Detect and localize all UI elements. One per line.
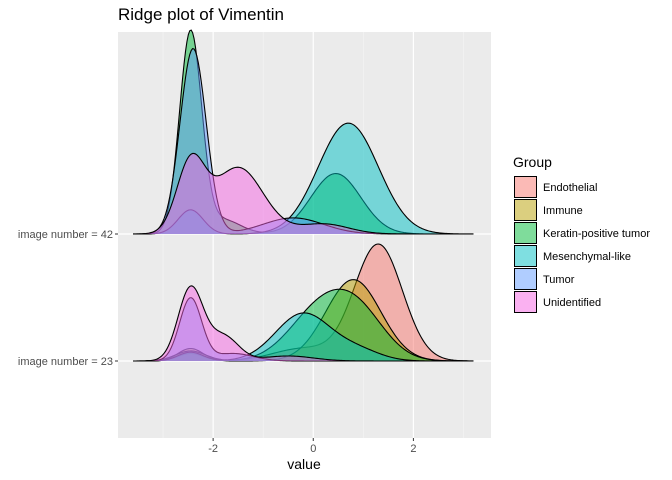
axes-layer: -2 0 2 image number = 23 image number = 42 (18, 229, 417, 455)
legend-title: Group (513, 154, 552, 170)
plot-panel (118, 32, 491, 438)
legend-label-unidentified: Unidentified (543, 297, 601, 309)
y-tick-label: image number = 42 (18, 229, 113, 241)
ridge-line-unidentified-image-number-42 (133, 152, 474, 235)
x-tick-label: 0 (310, 443, 316, 455)
legend-swatch-endothelial (514, 176, 537, 198)
legend-swatch-mesenchymal-like (514, 245, 537, 267)
ridges-layer (133, 29, 474, 362)
legend-label-endothelial: Endothelial (543, 182, 597, 194)
legend-label-tumor: Tumor (543, 274, 575, 286)
legend-swatch-immune (514, 199, 537, 221)
legend-label-keratin-positive-tumor: Keratin-positive tumor (543, 228, 650, 240)
legend-label-immune: Immune (543, 205, 583, 217)
ridge-area-unidentified-image-number-23 (133, 285, 474, 361)
legend-swatch-tumor (514, 268, 537, 290)
legend-swatch-unidentified (514, 291, 537, 313)
x-axis-title: value (287, 456, 321, 472)
ridge-area-mesenchymal-like-image-number-23 (133, 312, 474, 361)
legend-swatch-keratin-positive-tumor (514, 222, 537, 244)
x-tick-label: 2 (410, 443, 416, 455)
x-tick-label: -2 (208, 443, 218, 455)
ridge-area-unidentified-image-number-42 (133, 153, 474, 234)
legend: Group Endothelial Immune Keratin-positive … (513, 154, 650, 313)
y-tick-label: image number = 23 (18, 356, 113, 368)
ridge-line-unidentified-image-number-23 (133, 285, 474, 362)
ridge-area-mesenchymal-like-image-number-42 (133, 123, 474, 234)
legend-label-mesenchymal-like: Mesenchymal-like (543, 251, 631, 263)
chart-title: Ridge plot of Vimentin (118, 5, 284, 24)
